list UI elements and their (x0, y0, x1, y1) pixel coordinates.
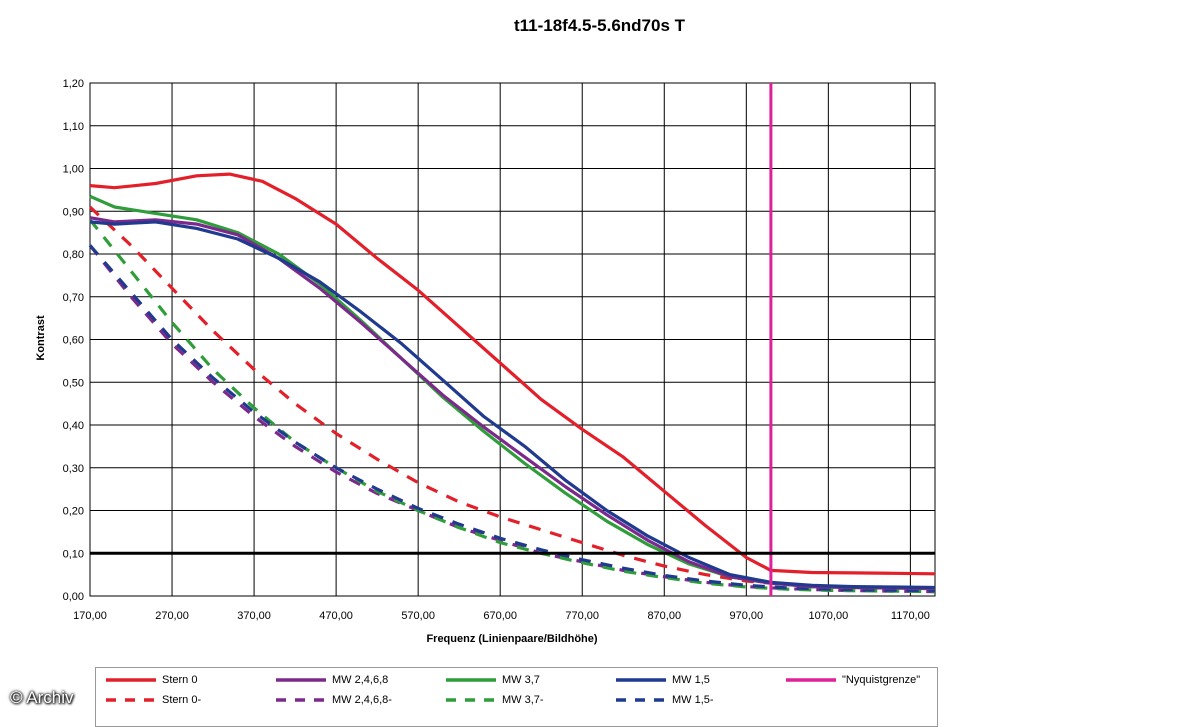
legend-item: MW 2,4,6,8 (274, 670, 388, 690)
x-axis-label: Frequenz (Linienpaare/Bildhöhe) (426, 633, 597, 645)
series-line-0 (89, 172, 936, 576)
x-tick-label: 870,00 (647, 610, 681, 622)
y-tick-label: 0,20 (63, 506, 84, 518)
legend-item: Stern 0 (104, 670, 197, 690)
legend: Stern 0 MW 2,4,6,8 MW 3,7 MW 1,5 "Nyquistgre… (95, 667, 938, 727)
series-line-2 (89, 194, 936, 590)
legend-swatch (616, 678, 666, 682)
y-tick-label: 1,10 (63, 121, 84, 133)
legend-item: MW 1,5- (614, 690, 714, 710)
legend-item: MW 2,4,6,8- (274, 690, 392, 710)
y-tick-label: 0,80 (63, 249, 84, 261)
y-tick-label: 1,00 (63, 164, 84, 176)
y-tick-label: 0,50 (63, 377, 84, 389)
y-tick-label: 0,70 (63, 292, 84, 304)
x-tick-label: 570,00 (401, 610, 435, 622)
y-tick-label: 1,20 (63, 78, 84, 90)
legend-item: MW 1,5 (614, 670, 710, 690)
legend-item: "Nyquistgrenze" (784, 670, 920, 690)
series-line-6 (88, 244, 936, 594)
y-tick-label: 0,00 (63, 591, 84, 603)
x-tick-label: 670,00 (483, 610, 517, 622)
plot-area: 0,00 0,10 0,20 0,30 0,40 0,50 0,60 0,70 0,80 0,90… (35, 78, 936, 645)
legend-swatch (616, 698, 666, 702)
x-tick-label: 770,00 (565, 610, 599, 622)
legend-label: MW 3,7 (502, 674, 540, 686)
legend-swatch (786, 678, 836, 682)
legend-label: MW 3,7- (502, 694, 544, 706)
legend-label: MW 1,5- (672, 694, 714, 706)
series-line-3 (89, 220, 936, 590)
series-line-7 (88, 218, 936, 594)
legend-label: Stern 0- (162, 694, 202, 706)
legend-swatch (276, 698, 326, 702)
x-tick-label: 270,00 (155, 610, 189, 622)
x-tick-label: 1170,00 (891, 610, 930, 622)
legend-label: MW 2,4,6,8- (332, 694, 392, 706)
y-tick-label: 0,90 (63, 206, 84, 218)
y-tick-label: 0,60 (63, 335, 84, 347)
series-line-8 (88, 244, 936, 593)
legend-label: Stern 0 (162, 674, 198, 686)
watermark: © Archiv (10, 688, 74, 707)
legend-item: Stern 0- (104, 690, 201, 710)
series-line-1 (89, 216, 936, 590)
legend-swatch (446, 678, 496, 682)
legend-item: MW 3,7 (444, 670, 540, 690)
y-tick-label: 0,10 (63, 548, 84, 560)
legend-swatch (106, 678, 156, 682)
chart-title: t11-18f4.5-5.6nd70s T (513, 16, 686, 35)
legend-label: MW 2,4,6,8 (332, 674, 389, 686)
series-line-5 (88, 205, 936, 591)
legend-label: MW 1,5 (672, 674, 710, 686)
y-tick-label: 0,40 (63, 420, 84, 432)
x-tick-label: 170,00 (73, 610, 107, 622)
legend-swatch (446, 698, 496, 702)
x-tick-label: 470,00 (319, 610, 353, 622)
x-tick-label: 970,00 (729, 610, 763, 622)
x-tick-label: 370,00 (237, 610, 271, 622)
x-tick-label: 1070,00 (808, 610, 848, 622)
legend-swatch (276, 678, 326, 682)
y-axis-label: Kontrast (35, 315, 47, 361)
legend-swatch (106, 698, 156, 702)
legend-label: "Nyquistgrenze" (842, 674, 921, 686)
legend-item: MW 3,7- (444, 690, 544, 710)
y-tick-label: 0,30 (63, 463, 84, 475)
